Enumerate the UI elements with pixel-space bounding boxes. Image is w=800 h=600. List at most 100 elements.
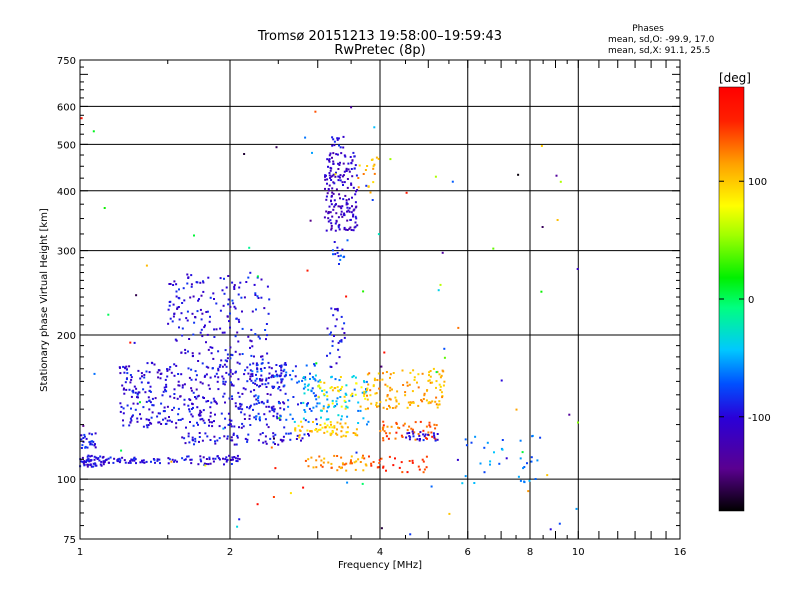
data-point bbox=[363, 395, 366, 397]
data-point bbox=[250, 328, 253, 331]
data-point bbox=[345, 431, 348, 434]
data-point bbox=[211, 367, 214, 370]
data-point bbox=[199, 331, 202, 334]
data-point bbox=[231, 398, 234, 400]
data-point bbox=[374, 392, 377, 395]
data-point bbox=[317, 380, 320, 383]
data-point bbox=[272, 387, 275, 389]
data-point bbox=[334, 222, 337, 225]
data-point bbox=[230, 353, 233, 356]
data-point bbox=[332, 173, 335, 176]
data-point bbox=[331, 249, 334, 252]
data-point bbox=[345, 201, 348, 204]
data-point bbox=[125, 368, 128, 371]
data-point bbox=[224, 426, 226, 429]
data-point bbox=[251, 370, 254, 373]
data-point bbox=[264, 440, 267, 443]
data-point bbox=[366, 423, 368, 426]
data-point bbox=[216, 455, 219, 458]
data-point bbox=[297, 403, 299, 406]
data-point bbox=[243, 413, 246, 416]
data-point bbox=[236, 525, 239, 528]
data-point bbox=[196, 421, 198, 424]
data-point bbox=[354, 206, 357, 209]
data-point bbox=[250, 340, 253, 343]
data-point bbox=[423, 394, 426, 397]
data-point bbox=[348, 227, 351, 230]
data-point bbox=[349, 219, 352, 221]
data-point bbox=[395, 399, 398, 402]
data-point bbox=[136, 392, 139, 395]
data-point bbox=[252, 408, 254, 411]
data-point bbox=[287, 405, 290, 408]
data-point bbox=[330, 331, 332, 334]
data-point bbox=[363, 392, 366, 395]
data-point bbox=[92, 465, 95, 468]
data-point bbox=[81, 460, 84, 463]
data-point bbox=[190, 274, 193, 277]
data-point bbox=[207, 384, 210, 387]
data-point bbox=[266, 393, 269, 395]
data-point bbox=[343, 322, 346, 325]
data-point bbox=[168, 301, 171, 303]
data-point bbox=[283, 402, 286, 405]
data-point bbox=[401, 471, 404, 474]
data-point bbox=[270, 367, 273, 370]
data-point bbox=[259, 379, 262, 382]
data-point bbox=[423, 392, 426, 395]
data-point bbox=[364, 408, 367, 411]
data-point bbox=[129, 374, 132, 376]
data-point bbox=[336, 469, 339, 472]
data-point bbox=[236, 436, 239, 439]
data-point bbox=[86, 446, 89, 449]
data-point bbox=[222, 382, 225, 385]
data-point bbox=[368, 455, 370, 458]
data-point bbox=[94, 443, 96, 446]
data-point bbox=[493, 451, 495, 454]
data-point bbox=[272, 385, 275, 388]
data-point bbox=[80, 117, 83, 120]
data-point bbox=[228, 454, 231, 457]
data-point bbox=[340, 430, 343, 433]
data-point bbox=[199, 455, 202, 458]
data-point bbox=[190, 413, 193, 416]
data-point bbox=[221, 331, 224, 334]
data-point bbox=[272, 405, 275, 408]
data-point bbox=[256, 370, 259, 373]
data-point bbox=[319, 424, 322, 426]
data-point bbox=[212, 457, 215, 460]
data-point bbox=[417, 433, 420, 435]
data-point bbox=[152, 404, 155, 407]
data-point bbox=[148, 389, 151, 392]
data-point bbox=[339, 254, 342, 257]
data-point bbox=[343, 399, 346, 402]
data-point bbox=[192, 333, 195, 336]
data-point bbox=[275, 146, 278, 149]
data-point bbox=[179, 418, 182, 421]
data-point bbox=[150, 460, 152, 463]
data-point bbox=[256, 276, 259, 279]
data-point bbox=[334, 173, 337, 176]
data-point bbox=[423, 435, 426, 438]
data-point bbox=[365, 464, 368, 467]
data-point bbox=[409, 403, 412, 406]
data-point bbox=[163, 406, 166, 409]
data-point bbox=[265, 379, 268, 382]
data-point bbox=[247, 372, 250, 375]
data-point bbox=[342, 162, 345, 165]
data-point bbox=[373, 377, 376, 380]
data-point bbox=[373, 163, 376, 166]
data-point bbox=[225, 365, 228, 368]
data-point bbox=[229, 423, 232, 426]
data-point bbox=[448, 512, 451, 515]
data-point bbox=[175, 339, 178, 342]
data-point bbox=[424, 437, 427, 439]
data-point bbox=[156, 371, 159, 374]
data-point bbox=[329, 352, 332, 355]
data-point bbox=[142, 425, 145, 428]
data-point bbox=[136, 393, 139, 396]
data-point bbox=[327, 403, 330, 406]
data-point bbox=[326, 354, 328, 357]
data-point bbox=[305, 404, 308, 407]
data-point bbox=[530, 460, 533, 463]
